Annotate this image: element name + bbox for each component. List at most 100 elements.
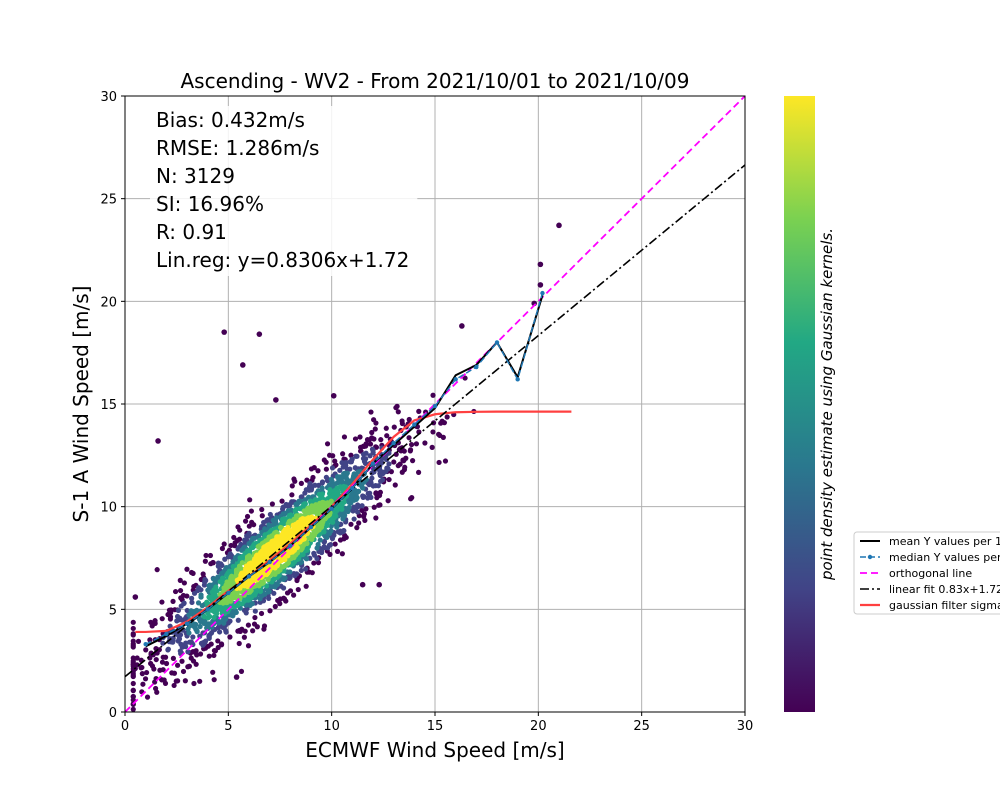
scatter-point [430, 392, 436, 398]
scatter-point [348, 521, 354, 527]
scatter-point [340, 464, 346, 470]
scatter-point [386, 476, 392, 483]
scatter-point [167, 616, 173, 622]
scatter-point [214, 588, 220, 594]
scatter-point [198, 640, 205, 646]
scatter-point [337, 467, 343, 473]
median-marker [205, 607, 210, 612]
scatter-outlier [233, 674, 240, 680]
scatter-point [367, 441, 374, 447]
scatter-point [311, 560, 317, 566]
scatter-point [329, 465, 336, 471]
scatter-point [392, 482, 398, 488]
x-tick-label: 0 [121, 719, 129, 734]
scatter-point [231, 534, 237, 541]
scatter-point [130, 619, 136, 625]
axis-ticks: 0 5 10 15 20 25 30 0 5 10 15 20 25 30 [100, 90, 753, 734]
scatter-point [147, 637, 153, 643]
scatter-point [198, 594, 204, 600]
scatter-point [355, 509, 361, 515]
scatter-point [407, 447, 414, 453]
y-tick-label: 5 [109, 603, 117, 618]
scatter-point [221, 541, 227, 547]
scatter-point [251, 621, 258, 627]
scatter-point [189, 599, 195, 606]
median-marker [226, 590, 231, 596]
scatter-point [279, 498, 285, 504]
x-tick-label: 15 [427, 719, 444, 734]
scatter-point [130, 706, 136, 712]
scatter-point [334, 548, 341, 554]
median-marker [143, 642, 148, 647]
scatter-point [430, 429, 436, 435]
scatter-point [315, 468, 321, 474]
scatter-point [235, 628, 241, 634]
scatter-outlier [537, 282, 544, 288]
scatter-outlier [330, 392, 337, 399]
scatter-point [355, 469, 361, 475]
scatter-point [148, 660, 154, 667]
scatter-point [184, 566, 190, 572]
scatter-point [292, 478, 298, 484]
scatter-point [362, 460, 369, 466]
scatter-point [232, 543, 238, 549]
scatter-point [436, 459, 442, 466]
series-lines [125, 96, 745, 712]
scatter-point [201, 582, 208, 588]
scatter-point [275, 597, 281, 604]
scatter-point [291, 592, 297, 598]
scatter-point [140, 681, 146, 687]
scatter-point [374, 495, 380, 501]
scatter-point [321, 544, 327, 550]
scatter-point [177, 577, 183, 583]
scatter-point [406, 435, 412, 441]
scatter-point [368, 409, 374, 415]
scatter-point [181, 580, 187, 586]
scatter-point [436, 431, 442, 437]
scatter-point [323, 459, 329, 465]
scatter-point [219, 562, 225, 569]
scatter-point [386, 461, 392, 467]
median-marker [267, 559, 272, 565]
scatter-point [246, 533, 252, 539]
scatter-point [227, 634, 233, 640]
scatter-point [191, 680, 197, 687]
scatter-point [130, 687, 136, 693]
scatter-point [317, 537, 323, 543]
stat-line: R: 0.91 [156, 220, 227, 244]
scatter-point [373, 444, 380, 450]
y-tick-label: 25 [100, 193, 117, 208]
scatter-point [168, 610, 174, 616]
scatter-point [391, 424, 397, 430]
scatter-point [371, 436, 377, 442]
scatter-point [408, 496, 414, 502]
scatter-point [416, 408, 422, 414]
scatter-point [175, 607, 182, 613]
scatter-point [195, 600, 202, 606]
scatter-point [399, 420, 406, 427]
scatter-point [159, 677, 165, 683]
median-marker [164, 631, 169, 637]
scatter-point [360, 493, 366, 499]
x-tick-label: 5 [224, 719, 232, 734]
scatter-point [134, 655, 140, 661]
scatter-point [395, 409, 401, 415]
chart-title: Ascending - WV2 - From 2021/10/01 to 202… [181, 69, 690, 93]
scatter-point [175, 662, 181, 668]
scatter-point [219, 545, 226, 552]
scatter-point [156, 647, 162, 653]
scatter-point [186, 612, 192, 618]
scatter-point [143, 647, 149, 653]
median-marker [308, 525, 314, 530]
scatter-point [159, 616, 165, 622]
scatter-point [252, 608, 258, 614]
scatter-point [377, 489, 383, 495]
median-marker [350, 485, 355, 491]
scatter-outlier [459, 323, 465, 329]
scatter-point [222, 556, 228, 562]
scatter-point [248, 508, 254, 514]
scatter-point [422, 440, 428, 446]
scatter-point [130, 680, 136, 687]
median-marker [184, 621, 190, 626]
scatter-point [241, 634, 247, 640]
